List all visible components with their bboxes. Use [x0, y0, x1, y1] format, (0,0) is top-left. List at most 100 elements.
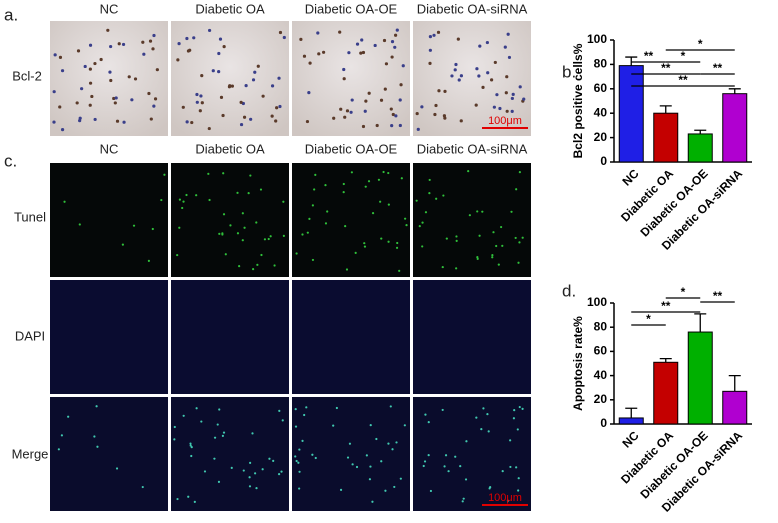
cell — [60, 69, 65, 73]
cell — [132, 224, 136, 227]
y-tick-label: 0 — [600, 154, 607, 168]
cell — [347, 51, 351, 55]
y-tick-label: 100 — [587, 295, 607, 309]
y-tick-label: 20 — [594, 130, 608, 144]
cell — [454, 455, 457, 458]
cell — [99, 57, 103, 62]
cell — [52, 90, 56, 94]
cell — [115, 119, 120, 123]
cell — [177, 41, 181, 46]
cell — [127, 75, 131, 79]
cell — [282, 234, 285, 237]
cell — [78, 116, 82, 120]
significance-label: ** — [713, 61, 723, 75]
cell — [189, 444, 192, 447]
cell — [424, 211, 428, 214]
cell — [275, 106, 279, 110]
y-axis-label: Bcl2 positive cells% — [571, 43, 585, 158]
cell — [442, 194, 445, 197]
ihc-image — [50, 21, 168, 136]
cell — [190, 445, 193, 449]
cell — [364, 99, 368, 103]
cell — [278, 409, 281, 413]
cell — [147, 259, 150, 262]
error-bar — [694, 129, 707, 134]
cell — [339, 107, 343, 111]
cell — [405, 224, 408, 227]
cell — [255, 487, 258, 490]
cell — [506, 499, 510, 502]
cell — [108, 70, 112, 74]
cell — [243, 226, 246, 229]
panel-label: a. — [4, 5, 18, 24]
cell — [391, 112, 395, 117]
cell — [88, 81, 93, 85]
cell — [141, 485, 144, 489]
cell — [207, 172, 210, 175]
cell — [485, 40, 489, 45]
cell — [512, 417, 516, 420]
cell — [173, 425, 176, 429]
cell — [185, 120, 189, 124]
column-header: NC — [100, 141, 119, 156]
cell — [261, 468, 264, 471]
cell — [475, 67, 479, 71]
cell — [437, 89, 441, 93]
cell — [510, 96, 514, 101]
row-label: Merge — [12, 446, 49, 461]
cell — [253, 70, 257, 74]
ihc-image — [413, 21, 531, 136]
x-tick-label: NC — [619, 428, 641, 450]
cell — [254, 472, 257, 475]
cell — [371, 212, 375, 215]
cell — [476, 257, 479, 260]
cell — [369, 465, 372, 468]
cell — [382, 170, 385, 174]
cell — [239, 122, 244, 127]
cell — [58, 55, 63, 59]
y-tick-label: 100 — [587, 32, 607, 46]
cell — [373, 43, 377, 48]
cell — [350, 98, 354, 102]
error-bar — [728, 374, 741, 392]
cell — [517, 489, 520, 492]
bar — [722, 390, 748, 425]
cell — [190, 120, 194, 125]
cell — [363, 245, 367, 248]
fluorescence-image — [413, 163, 531, 277]
cell — [434, 103, 438, 108]
cell — [453, 68, 457, 72]
cell — [505, 75, 509, 79]
cell — [222, 172, 225, 175]
cell — [476, 255, 479, 259]
x-tick-label: NC — [619, 166, 641, 188]
cell — [456, 37, 460, 41]
cell — [155, 68, 159, 72]
cell — [367, 91, 371, 95]
bar — [618, 417, 644, 425]
cell — [295, 459, 298, 463]
row-label: Bcl-2 — [12, 68, 42, 83]
cell — [398, 98, 402, 102]
error-bar — [625, 56, 638, 66]
cell — [267, 237, 270, 241]
cell — [476, 210, 479, 213]
cell — [395, 28, 399, 32]
cell — [415, 199, 418, 202]
cell — [443, 89, 447, 94]
cell — [93, 117, 97, 122]
cell — [133, 77, 138, 81]
cell — [450, 74, 454, 78]
cell — [514, 236, 517, 240]
cell — [260, 253, 263, 257]
cell — [305, 119, 310, 124]
significance-label: ** — [661, 61, 671, 75]
y-tick-label: 40 — [594, 368, 608, 382]
cell — [507, 55, 512, 60]
cell — [93, 435, 96, 438]
cell — [509, 465, 512, 469]
cell — [510, 109, 514, 113]
cell — [368, 478, 372, 481]
cell — [186, 49, 191, 53]
